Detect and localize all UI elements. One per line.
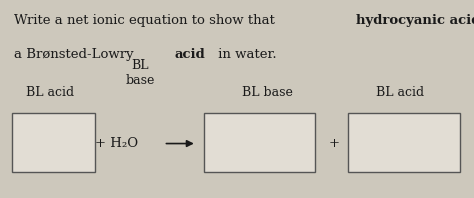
Bar (204, 113, 315, 172)
Text: acid: acid (174, 48, 205, 61)
Text: Write a net ionic equation to show that: Write a net ionic equation to show that (14, 14, 279, 27)
Text: BL acid: BL acid (376, 86, 425, 99)
Text: BL base: BL base (242, 86, 293, 99)
Bar (12, 113, 95, 172)
Text: a Brønsted-Lowry: a Brønsted-Lowry (14, 48, 138, 61)
Text: +: + (328, 137, 340, 150)
Text: BL acid: BL acid (26, 86, 74, 99)
Text: + H₂O: + H₂O (95, 137, 137, 150)
Text: hydrocyanic acid: hydrocyanic acid (356, 14, 474, 27)
Bar (348, 113, 460, 172)
Text: BL
base: BL base (125, 59, 155, 87)
Text: in water.: in water. (214, 48, 276, 61)
